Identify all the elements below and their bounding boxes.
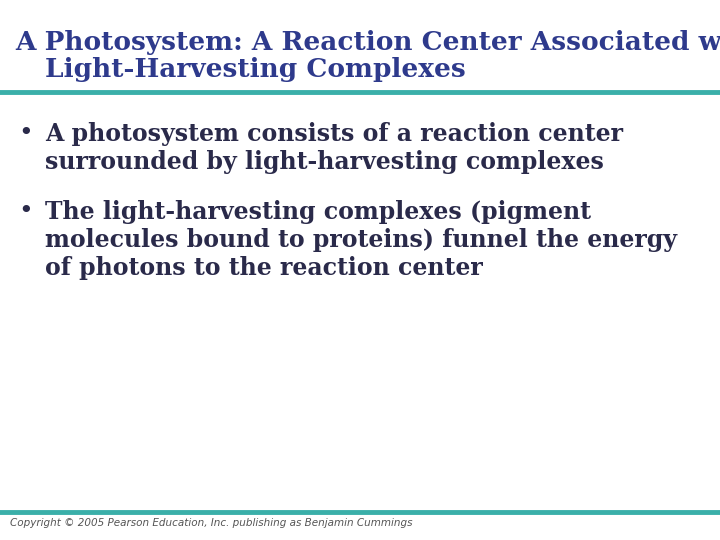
Text: A Photosystem: A Reaction Center Associated with: A Photosystem: A Reaction Center Associa… xyxy=(15,30,720,55)
Text: A photosystem consists of a reaction center: A photosystem consists of a reaction cen… xyxy=(45,122,623,146)
Text: Light-Harvesting Complexes: Light-Harvesting Complexes xyxy=(45,57,466,82)
Text: molecules bound to proteins) funnel the energy: molecules bound to proteins) funnel the … xyxy=(45,228,677,252)
Text: •: • xyxy=(18,122,32,145)
Text: •: • xyxy=(18,200,32,223)
Text: Copyright © 2005 Pearson Education, Inc. publishing as Benjamin Cummings: Copyright © 2005 Pearson Education, Inc.… xyxy=(10,518,413,528)
Text: The light-harvesting complexes (pigment: The light-harvesting complexes (pigment xyxy=(45,200,591,224)
Text: of photons to the reaction center: of photons to the reaction center xyxy=(45,256,482,280)
Text: surrounded by light-harvesting complexes: surrounded by light-harvesting complexes xyxy=(45,150,604,174)
